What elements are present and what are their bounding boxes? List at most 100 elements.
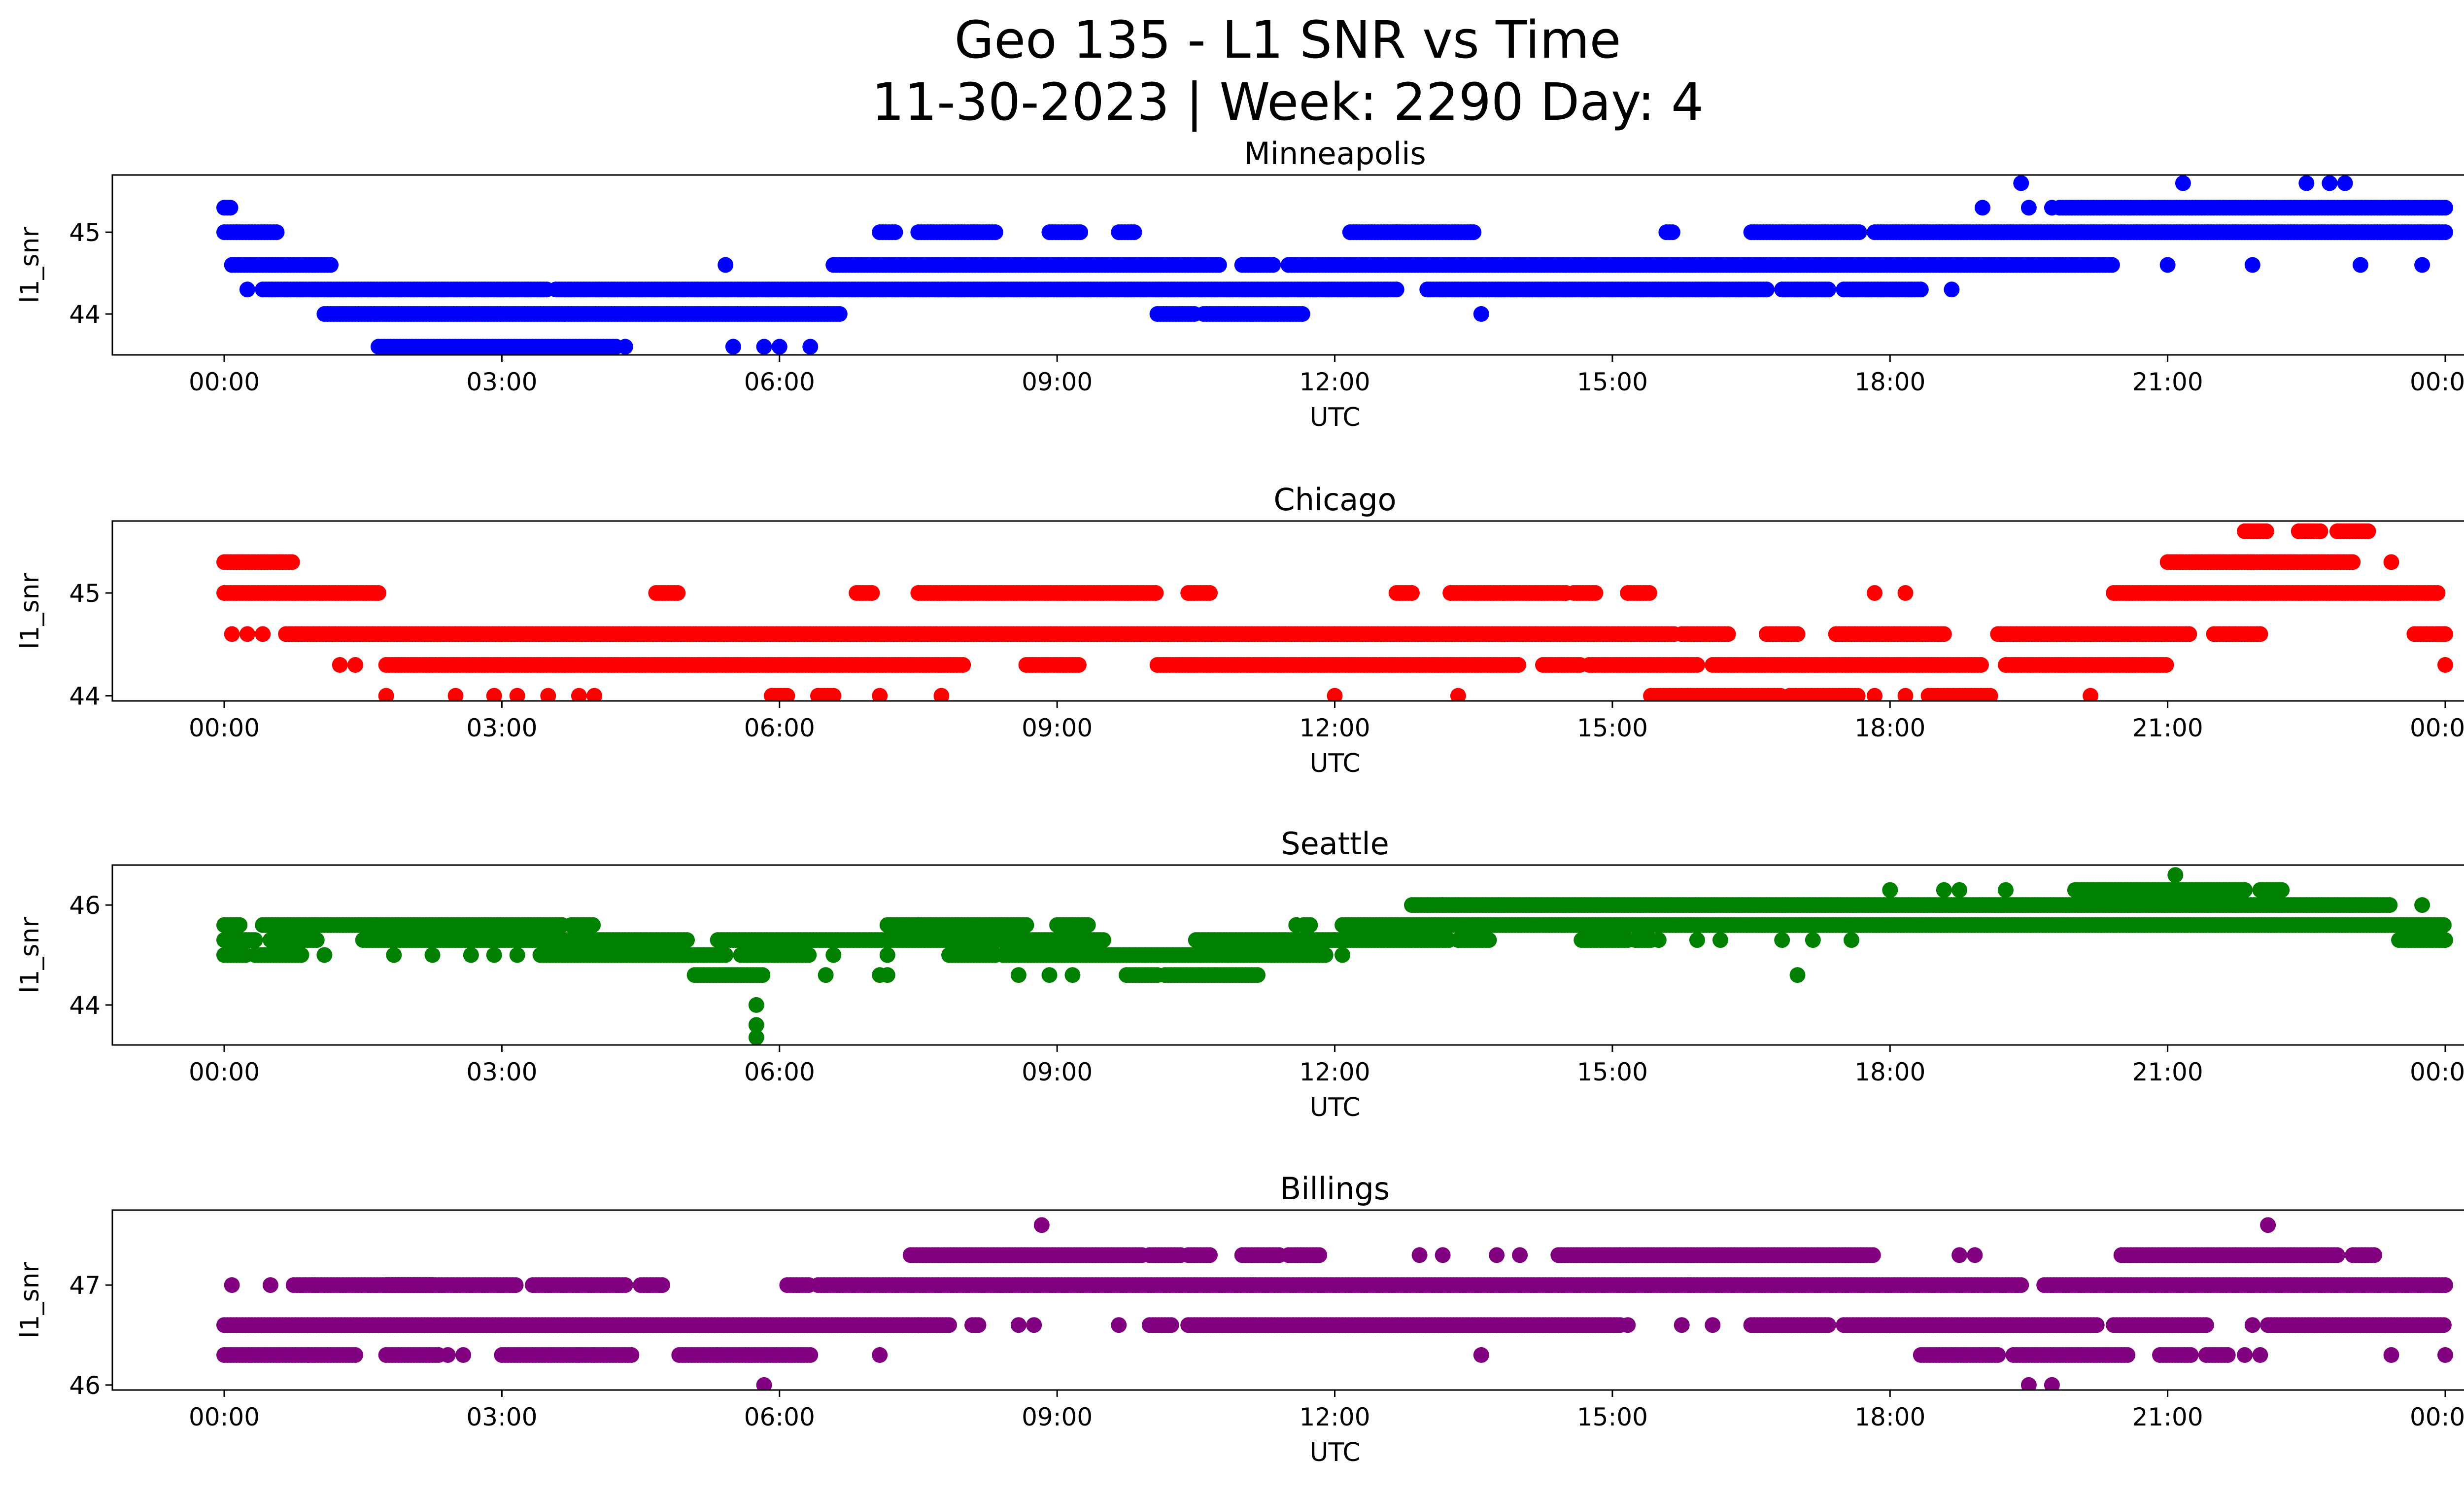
data-point <box>1982 688 1998 701</box>
data-point <box>2237 882 2253 898</box>
x-tick-label: 21:00 <box>2132 714 2203 742</box>
x-tick-label: 12:00 <box>1299 368 1370 396</box>
data-point <box>486 688 502 701</box>
data-point <box>293 947 309 963</box>
data-point <box>2083 688 2099 701</box>
data-point <box>2383 554 2399 570</box>
y-axis-label: l1_snr <box>15 226 45 303</box>
data-point <box>1851 224 1867 241</box>
data-point <box>987 224 1003 241</box>
data-point <box>617 339 633 355</box>
data-point <box>1897 688 1914 701</box>
figure-title: Geo 135 - L1 SNR vs Time 11-30-2023 | We… <box>0 9 2464 133</box>
data-point <box>1867 585 1882 601</box>
x-tick-label: 00:00 <box>2410 368 2464 396</box>
data-point <box>1897 585 1914 601</box>
data-point <box>2437 932 2453 948</box>
data-point <box>247 932 263 948</box>
data-point <box>255 626 271 642</box>
data-point <box>933 688 950 701</box>
data-point <box>679 932 695 948</box>
data-point <box>586 688 603 701</box>
data-point <box>1936 626 1952 642</box>
data-point <box>2352 257 2368 273</box>
data-point <box>1388 281 1404 298</box>
data-point <box>756 339 772 355</box>
data-point <box>1481 932 1497 948</box>
data-point <box>323 257 339 273</box>
x-tick-label: 06:00 <box>744 368 815 396</box>
data-point <box>718 947 734 963</box>
data-point <box>447 688 464 701</box>
series-points <box>216 175 2453 355</box>
data-point <box>2322 175 2338 191</box>
data-point <box>284 554 300 570</box>
data-point <box>825 688 842 701</box>
data-point <box>224 626 240 642</box>
data-point <box>222 200 239 216</box>
data-point <box>1913 281 1929 298</box>
axes-frame <box>111 520 2464 702</box>
x-tick-label: 09:00 <box>1022 714 1093 742</box>
figure-title-line-2: 11-30-2023 | Week: 2290 Day: 4 <box>871 72 1704 132</box>
data-point <box>1404 585 1420 601</box>
data-point <box>2437 224 2453 241</box>
data-point <box>771 339 787 355</box>
data-point <box>2159 257 2176 273</box>
data-point <box>670 585 686 601</box>
figure-title-line-1: Geo 135 - L1 SNR vs Time <box>954 10 1621 70</box>
data-point <box>2104 257 2120 273</box>
data-point <box>1080 917 1096 933</box>
data-point <box>1720 626 1736 642</box>
data-point <box>955 657 971 673</box>
data-point <box>1211 257 1227 273</box>
data-point <box>2244 257 2260 273</box>
x-tick-label: 18:00 <box>1854 714 1925 742</box>
series-points <box>216 523 2453 701</box>
data-point <box>725 339 741 355</box>
data-point <box>764 688 780 701</box>
x-tick-label: 12:00 <box>1299 714 1370 742</box>
data-point <box>1789 626 1806 642</box>
data-point <box>1450 688 1466 701</box>
data-point <box>2337 175 2353 191</box>
data-point <box>1664 224 1680 241</box>
data-point <box>1973 657 1989 673</box>
data-point <box>2312 523 2328 539</box>
data-point <box>2360 523 2376 539</box>
data-point <box>1975 200 1990 216</box>
data-point <box>1473 306 1489 322</box>
y-tick-label: 45 <box>69 218 101 247</box>
data-point <box>2298 175 2315 191</box>
data-point <box>864 585 880 601</box>
data-point <box>1867 688 1882 701</box>
data-point <box>1689 657 1705 673</box>
x-axis-label: UTC <box>1309 403 1360 432</box>
data-point <box>509 688 525 701</box>
y-tick-label: 44 <box>69 300 101 329</box>
subplot-title: Seattle <box>1281 826 1389 862</box>
data-point <box>2158 657 2174 673</box>
data-point <box>1510 657 1526 673</box>
x-tick-label: 00:00 <box>189 368 260 396</box>
data-point <box>1072 224 1089 241</box>
data-point <box>2435 917 2452 933</box>
data-point <box>239 626 255 642</box>
data-point <box>571 688 587 701</box>
data-point <box>887 224 903 241</box>
data-point <box>2175 175 2191 191</box>
x-axis-label: UTC <box>1309 749 1360 778</box>
data-point <box>1642 585 1657 601</box>
data-point <box>1265 257 1281 273</box>
data-point <box>1202 585 1218 601</box>
x-tick-label: 03:00 <box>466 714 537 742</box>
data-point <box>779 688 795 701</box>
x-tick-label: 21:00 <box>2132 368 2203 396</box>
x-tick-label: 06:00 <box>744 714 815 742</box>
subplot-title: Chicago <box>1273 482 1396 518</box>
data-point <box>378 688 394 701</box>
data-point <box>1302 917 1318 933</box>
